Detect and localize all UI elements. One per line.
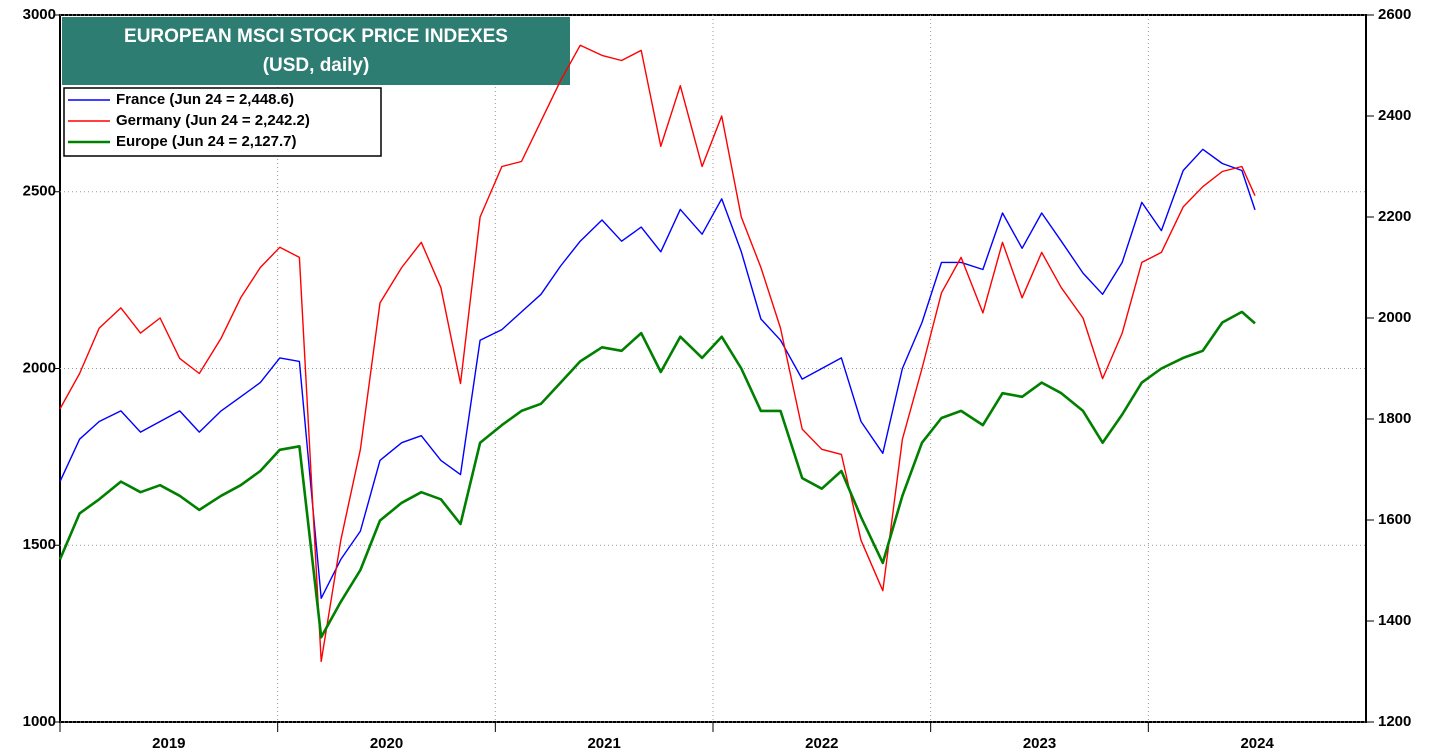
legend-box	[63, 87, 382, 157]
y-tick-label: 2500	[23, 183, 56, 200]
y2-tick-label: 2200	[1378, 208, 1411, 225]
legend-label: France (Jun 24 = 2,448.6)	[116, 91, 294, 108]
y-tick-label: 2000	[23, 359, 56, 376]
y-tick-label: 3000	[23, 6, 56, 23]
legend-label: Germany (Jun 24 = 2,242.2)	[116, 112, 310, 129]
series-line	[59, 44, 1256, 663]
x-tick-label: 2019	[152, 735, 185, 752]
chart-subtitle: (USD, daily)	[263, 55, 370, 76]
x-tick-label: 2022	[805, 735, 838, 752]
y2-tick-label: 1200	[1378, 713, 1411, 730]
x-tick-label: 2021	[587, 735, 620, 752]
y2-tick-label: 1800	[1378, 410, 1411, 427]
title-box	[62, 17, 570, 85]
y2-tick-label: 2400	[1378, 107, 1411, 124]
y2-tick-label: 1600	[1378, 511, 1411, 528]
y2-tick-label: 1400	[1378, 612, 1411, 629]
x-tick-label: 2020	[370, 735, 403, 752]
y-tick-label: 1000	[23, 713, 56, 730]
x-tick-label: 2023	[1023, 735, 1056, 752]
y-tick-label: 1500	[23, 536, 56, 553]
legend-label: Europe (Jun 24 = 2,127.7)	[116, 133, 297, 150]
series-line	[58, 310, 1256, 639]
y2-tick-label: 2000	[1378, 309, 1411, 326]
chart-title: EUROPEAN MSCI STOCK PRICE INDEXES	[124, 26, 508, 47]
series-line	[59, 148, 1256, 599]
x-tick-label: 2024	[1240, 735, 1274, 752]
y2-tick-label: 2600	[1378, 6, 1411, 23]
